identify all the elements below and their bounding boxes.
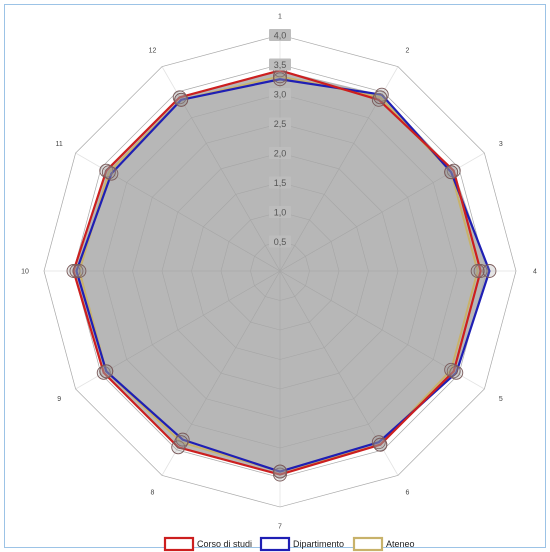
data-point-dipartimento <box>273 72 287 87</box>
tick-label-bg <box>269 206 291 218</box>
tick-label: 0,5 <box>274 237 287 247</box>
data-point-ateneo <box>101 165 116 180</box>
axis-label: 2 <box>406 48 410 55</box>
inner-grid-ring <box>43 34 517 508</box>
tick-label-bg <box>269 176 291 189</box>
inner-grid-spoke <box>177 270 281 448</box>
tick-label-bg <box>269 58 291 71</box>
inner-grid-ring <box>73 64 487 478</box>
legend-label: Corso di studi <box>197 539 252 549</box>
tick-label-bg <box>269 29 291 41</box>
tick-label: 3,0 <box>274 90 287 100</box>
tick-label: 4,0 <box>274 31 287 41</box>
tick-label-bg <box>269 235 291 248</box>
legend-swatch <box>163 536 195 552</box>
axis-label: 8 <box>151 489 155 496</box>
data-point-dipartimento <box>482 264 497 278</box>
inner-grid-spoke <box>106 170 281 272</box>
tick-label: 2,5 <box>274 119 287 129</box>
series-lines <box>72 69 491 476</box>
axis-label: 6 <box>406 489 410 496</box>
legend-item[interactable]: Corso di studi <box>163 536 252 552</box>
data-point-ateneo <box>273 464 287 479</box>
axis-label: 12 <box>149 48 157 55</box>
axis-label: 3 <box>499 141 503 148</box>
axis-label: 4 <box>533 269 537 276</box>
area-fill-polygon <box>73 70 490 475</box>
inner-grid-spoke <box>279 270 457 374</box>
tick-label: 3,5 <box>274 60 287 70</box>
axis-label: 5 <box>499 396 503 403</box>
tick-label: 1,0 <box>274 208 287 218</box>
data-point-ateneo <box>273 69 287 84</box>
legend-item[interactable]: Ateneo <box>352 536 415 552</box>
tick-label: 2,0 <box>274 149 287 159</box>
axis-label: 9 <box>57 396 61 403</box>
tick-label-bg <box>269 147 291 159</box>
inner-grid-spoke <box>103 270 281 374</box>
tick-labels: 0,5 1,0 1,5 2,0 2,5 3,0 3,5 4,0 <box>269 29 291 248</box>
axis-label: 10 <box>21 269 29 276</box>
series-line-dipartimento <box>75 78 491 473</box>
inner-grid-spoke <box>279 170 454 272</box>
legend: Corso di studi Dipartimento Ateneo <box>163 536 415 552</box>
data-point-ateneo <box>444 165 459 180</box>
data-point-ateneo <box>444 362 459 377</box>
data-point-ateneo <box>373 90 388 105</box>
data-point-ateneo <box>470 264 485 278</box>
axis-label: 1 <box>278 14 282 21</box>
area-fill <box>43 34 517 508</box>
data-point-ateneo <box>174 92 189 107</box>
legend-label: Dipartimento <box>293 539 344 549</box>
legend-swatch <box>352 536 384 552</box>
inner-grid-spoke <box>279 270 381 445</box>
data-point-ateneo <box>373 437 388 452</box>
data-point-corso-di-studi <box>66 264 81 278</box>
inner-grid-spoke <box>179 97 281 272</box>
series-line-corso-di-studi <box>72 69 482 476</box>
data-point-ateneo <box>99 364 114 379</box>
axis-label: 7 <box>278 524 282 531</box>
point-markers <box>66 63 497 482</box>
data-point-corso-di-studi <box>273 467 287 482</box>
tick-label: 1,5 <box>274 178 287 188</box>
axis-label: 11 <box>56 141 63 148</box>
legend-label: Ateneo <box>386 539 415 549</box>
data-point-ateneo <box>72 264 87 278</box>
data-point-ateneo <box>174 435 189 450</box>
data-point-dipartimento <box>69 264 84 278</box>
legend-item[interactable]: Dipartimento <box>259 536 344 552</box>
legend-swatch <box>259 536 291 552</box>
tick-label-bg <box>269 117 291 130</box>
inner-grid-spoke <box>279 94 383 272</box>
tick-label-bg <box>269 88 291 100</box>
